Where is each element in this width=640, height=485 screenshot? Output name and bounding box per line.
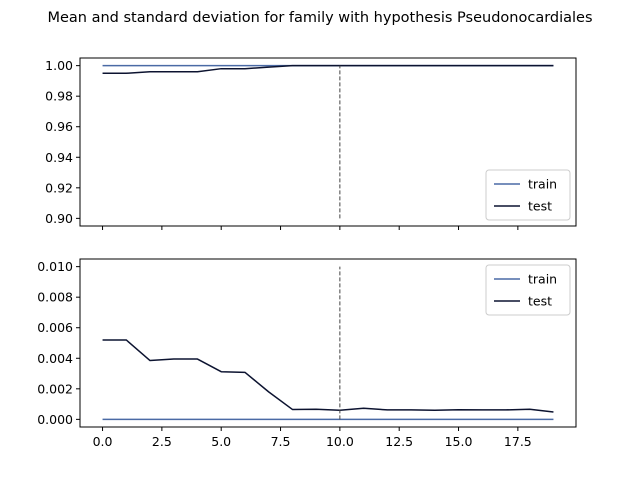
- ytick-label-panel-1-5: 0.010: [37, 259, 73, 274]
- ytick-label-panel-0-1: 0.92: [45, 180, 73, 195]
- legend-box-panel-0: [485, 169, 571, 221]
- legend-label-test-panel-1: test: [528, 294, 552, 309]
- axes-frame-panel-0: [79, 57, 577, 227]
- series-line-test-panel-1: [102, 339, 554, 413]
- xtick-label-panel-1-0: 0.0: [93, 434, 113, 449]
- xtick-label-panel-1-4: 10.0: [326, 434, 354, 449]
- axes-frame-panel-1: [79, 258, 577, 428]
- legend-label-test-panel-0: test: [528, 199, 552, 214]
- figure-title: Mean and standard deviation for family w…: [47, 10, 592, 26]
- ytick-label-panel-1-1: 0.002: [37, 381, 73, 396]
- ytick-label-panel-1-0: 0.000: [37, 412, 73, 427]
- legend-box-panel-1: [485, 264, 571, 316]
- ytick-label-panel-0-5: 1.00: [45, 58, 73, 73]
- legend-label-train-panel-0: train: [528, 177, 557, 192]
- ytick-label-panel-1-2: 0.004: [37, 351, 73, 366]
- ytick-label-panel-0-0: 0.90: [45, 211, 73, 226]
- ytick-label-panel-1-3: 0.006: [37, 320, 73, 335]
- ytick-label-panel-0-4: 0.98: [45, 89, 73, 104]
- series-line-test-panel-0: [102, 64, 554, 75]
- xtick-label-panel-1-1: 2.5: [152, 434, 172, 449]
- ytick-label-panel-1-4: 0.008: [37, 290, 73, 305]
- ytick-label-panel-0-3: 0.96: [45, 119, 73, 134]
- xtick-label-panel-1-3: 7.5: [271, 434, 291, 449]
- xtick-label-panel-1-6: 15.0: [445, 434, 473, 449]
- xtick-label-panel-1-5: 12.5: [385, 434, 413, 449]
- xtick-label-panel-1-7: 17.5: [504, 434, 532, 449]
- ytick-label-panel-0-2: 0.94: [45, 150, 73, 165]
- xtick-label-panel-1-2: 5.0: [211, 434, 231, 449]
- legend-label-train-panel-1: train: [528, 272, 557, 287]
